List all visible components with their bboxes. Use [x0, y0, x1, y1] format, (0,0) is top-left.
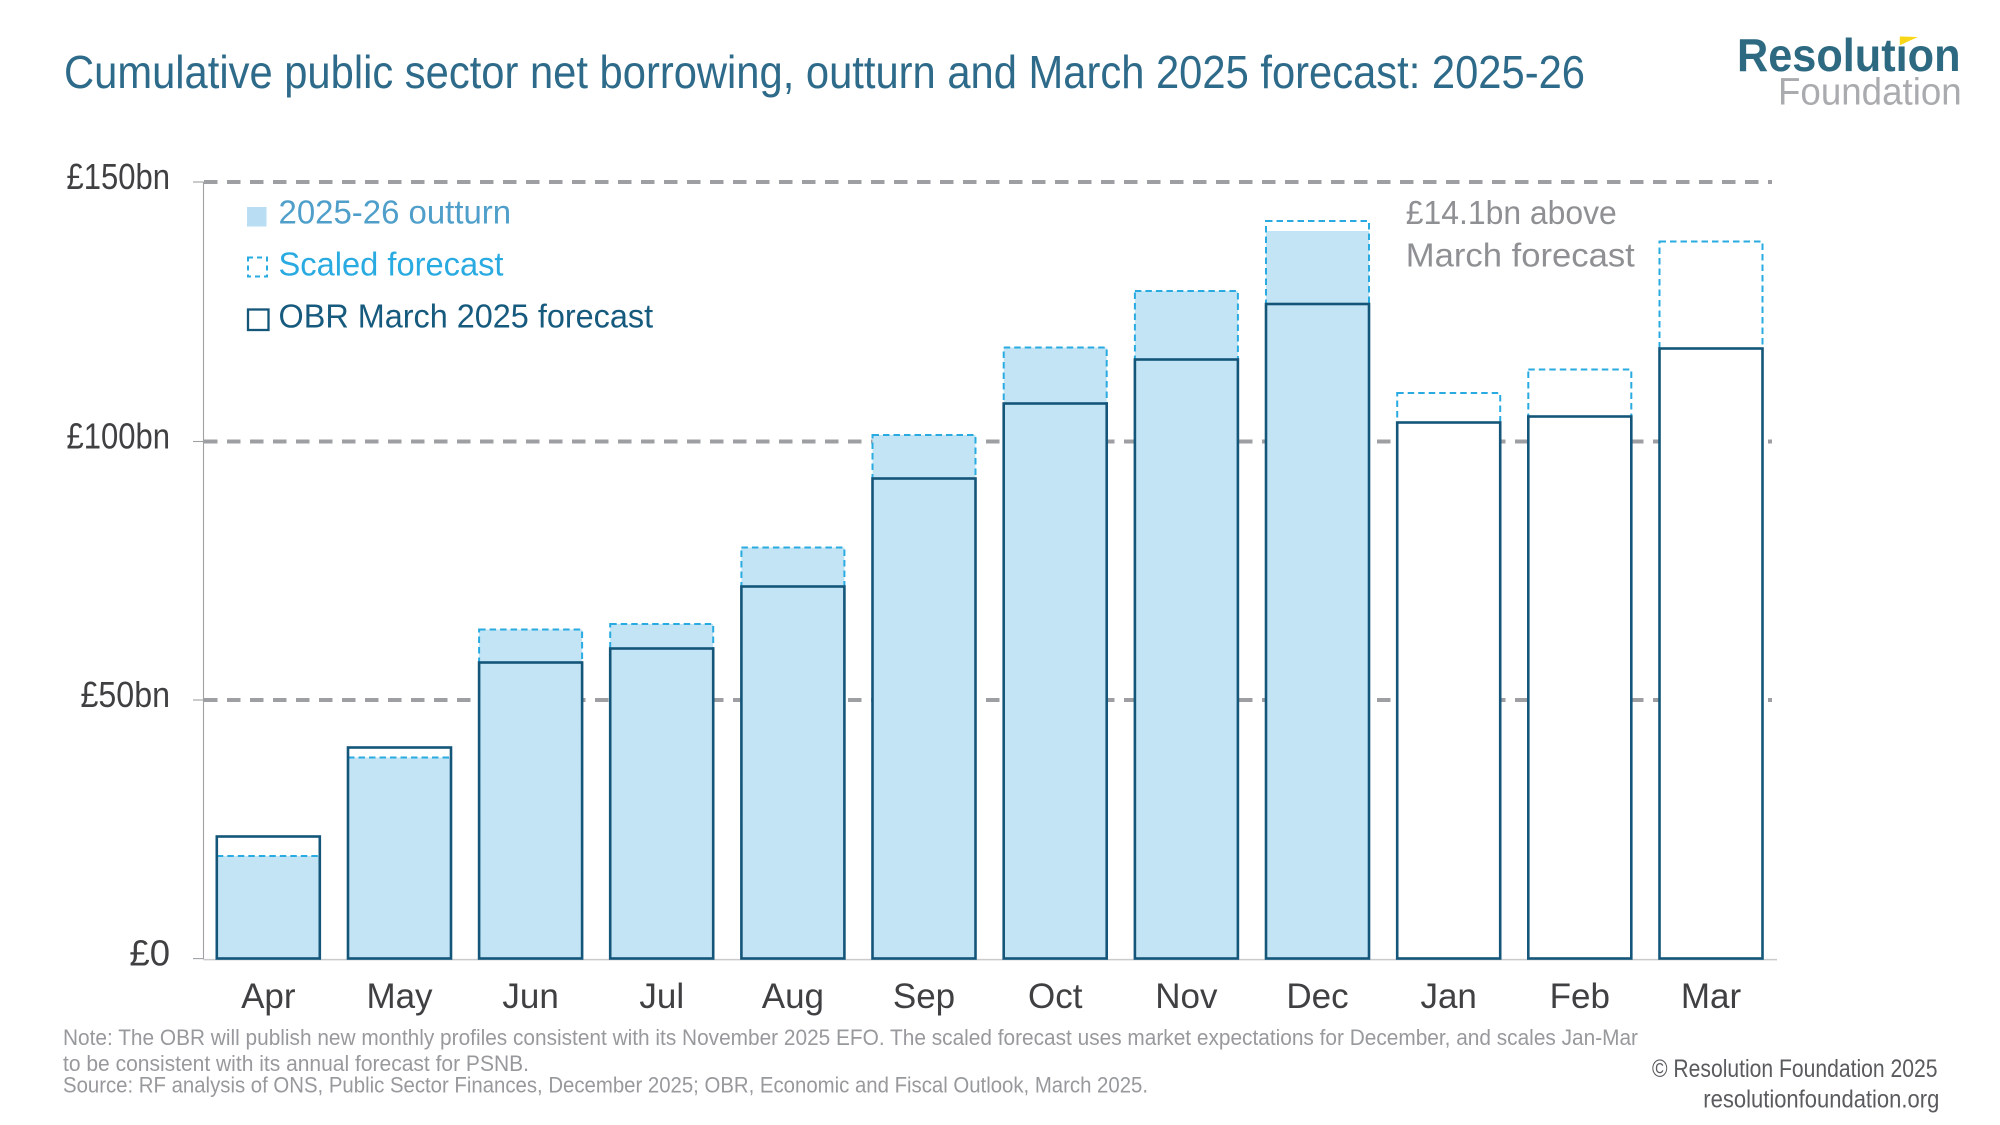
svg-text:Jun: Jun [502, 977, 558, 1016]
svg-text:Source: RF analysis of ONS, Pu: Source: RF analysis of ONS, Public Secto… [63, 1073, 1148, 1098]
svg-text:Sep: Sep [893, 977, 955, 1016]
svg-text:Scaled forecast: Scaled forecast [279, 246, 504, 283]
svg-text:resolutionfoundation.org: resolutionfoundation.org [1703, 1085, 1939, 1113]
svg-text:Cumulative public sector net b: Cumulative public sector net borrowing, … [64, 46, 1585, 98]
svg-text:2025-26 outturn: 2025-26 outturn [279, 194, 512, 231]
svg-text:Dec: Dec [1286, 977, 1348, 1016]
svg-text:to be consistent with its annu: to be consistent with its annual forecas… [63, 1051, 529, 1076]
svg-text:£0: £0 [129, 933, 170, 974]
svg-text:March forecast: March forecast [1406, 237, 1635, 274]
svg-text:Apr: Apr [241, 977, 296, 1016]
svg-text:Jan: Jan [1420, 977, 1476, 1016]
svg-text:£150bn: £150bn [67, 156, 171, 197]
svg-text:OBR March 2025 forecast: OBR March 2025 forecast [279, 298, 654, 335]
svg-text:Jul: Jul [639, 977, 684, 1016]
svg-text:© Resolution Foundation 2025: © Resolution Foundation 2025 [1652, 1055, 1938, 1083]
svg-text:Foundation: Foundation [1778, 72, 1962, 114]
svg-text:Aug: Aug [762, 977, 824, 1016]
svg-text:£14.1bn above: £14.1bn above [1406, 194, 1617, 231]
svg-text:Nov: Nov [1155, 977, 1218, 1016]
svg-text:Mar: Mar [1681, 977, 1742, 1016]
svg-text:£100bn: £100bn [67, 416, 171, 457]
svg-text:Oct: Oct [1028, 977, 1083, 1016]
svg-text:Resolutıon: Resolutıon [1737, 29, 1961, 81]
svg-text:£50bn: £50bn [81, 674, 171, 715]
svg-text:Note: The OBR will publish new: Note: The OBR will publish new monthly p… [63, 1025, 1638, 1050]
svg-text:Feb: Feb [1550, 977, 1610, 1016]
svg-text:May: May [366, 977, 433, 1016]
